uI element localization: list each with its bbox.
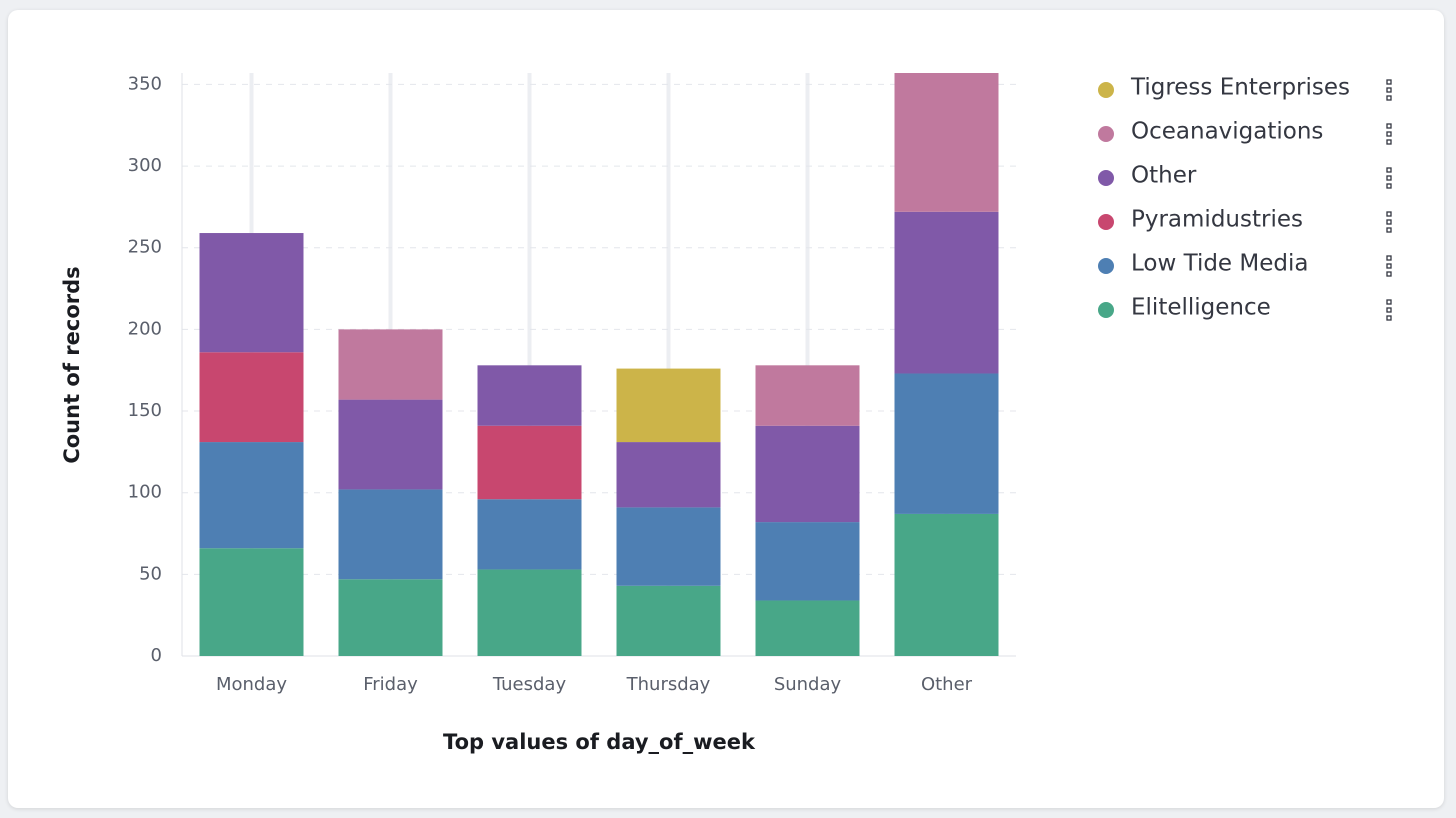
bar-segment <box>477 499 582 570</box>
x-axis-title: Top values of day_of_week <box>443 730 756 754</box>
legend-label: Pyramidustries <box>1131 207 1303 233</box>
legend-menu-button[interactable] <box>1386 211 1392 233</box>
y-tick-label: 50 <box>139 563 162 584</box>
legend-label: Low Tide Media <box>1131 251 1308 277</box>
menu-dot <box>1386 263 1392 269</box>
legend-swatch <box>1098 170 1114 186</box>
bar-segment <box>894 73 999 212</box>
bar-segment <box>199 352 304 443</box>
bar-segment <box>338 489 443 580</box>
menu-dot <box>1386 123 1392 129</box>
menu-dot <box>1386 315 1392 321</box>
legend-swatch <box>1098 214 1114 230</box>
x-tick-label: Thursday <box>626 674 711 695</box>
x-tick-label: Sunday <box>774 674 842 695</box>
menu-dot <box>1386 87 1392 93</box>
bar-segment <box>616 585 721 656</box>
x-tick-label: Monday <box>216 674 287 695</box>
y-tick-label: 150 <box>128 400 162 421</box>
bar-segment <box>477 365 582 426</box>
bar-segment <box>477 569 582 656</box>
legend-menu-button[interactable] <box>1386 255 1392 277</box>
menu-dot <box>1386 211 1392 217</box>
bar-segment <box>894 373 999 514</box>
menu-dot <box>1386 131 1392 137</box>
menu-dot <box>1386 271 1392 277</box>
menu-dot <box>1386 255 1392 261</box>
y-tick-label: 300 <box>128 155 162 176</box>
menu-dot <box>1386 227 1392 233</box>
y-tick-label: 200 <box>128 318 162 339</box>
x-tick-label: Tuesday <box>492 674 567 695</box>
legend-label: Oceanavigations <box>1131 119 1323 145</box>
bar-segment <box>755 365 860 426</box>
x-tick-label: Other <box>921 674 973 695</box>
y-tick-label: 100 <box>128 482 162 503</box>
menu-dot <box>1386 95 1392 101</box>
y-tick-label: 350 <box>128 73 162 94</box>
legend-menu-button[interactable] <box>1386 123 1392 145</box>
legend-swatch <box>1098 258 1114 274</box>
x-tick-label: Friday <box>363 674 418 695</box>
bar-segment <box>338 399 443 490</box>
menu-dot <box>1386 139 1392 145</box>
legend-swatch <box>1098 126 1114 142</box>
bar-segment <box>199 548 304 656</box>
bar-segment <box>199 233 304 353</box>
bar-segment <box>894 513 999 656</box>
bar-segment <box>755 522 860 601</box>
menu-dot <box>1386 299 1392 305</box>
legend-label: Tigress Enterprises <box>1130 75 1350 101</box>
bar-segment <box>477 425 582 500</box>
bar-segment <box>616 442 721 508</box>
legend-label: Elitelligence <box>1131 295 1271 321</box>
menu-dot <box>1386 219 1392 225</box>
bar-segment <box>338 579 443 656</box>
legend-swatch <box>1098 82 1114 98</box>
menu-dot <box>1386 307 1392 313</box>
y-tick-label: 250 <box>128 237 162 258</box>
menu-dot <box>1386 167 1392 173</box>
bar-segment <box>199 442 304 549</box>
menu-dot <box>1386 183 1392 189</box>
bar-segment <box>755 425 860 523</box>
legend-swatch <box>1098 302 1114 318</box>
legend-label: Other <box>1131 163 1197 189</box>
bar-segment <box>894 211 999 374</box>
menu-dot <box>1386 79 1392 85</box>
menu-dot <box>1386 175 1392 181</box>
legend-menu-button[interactable] <box>1386 299 1392 321</box>
legend-menu-button[interactable] <box>1386 79 1392 101</box>
bar-segment <box>616 507 721 586</box>
bar-segment <box>616 368 721 443</box>
bar-segment <box>755 600 860 656</box>
y-tick-label: 0 <box>151 645 162 666</box>
bar-segment <box>338 329 443 400</box>
legend-menu-button[interactable] <box>1386 167 1392 189</box>
y-axis-title: Count of records <box>60 266 84 463</box>
